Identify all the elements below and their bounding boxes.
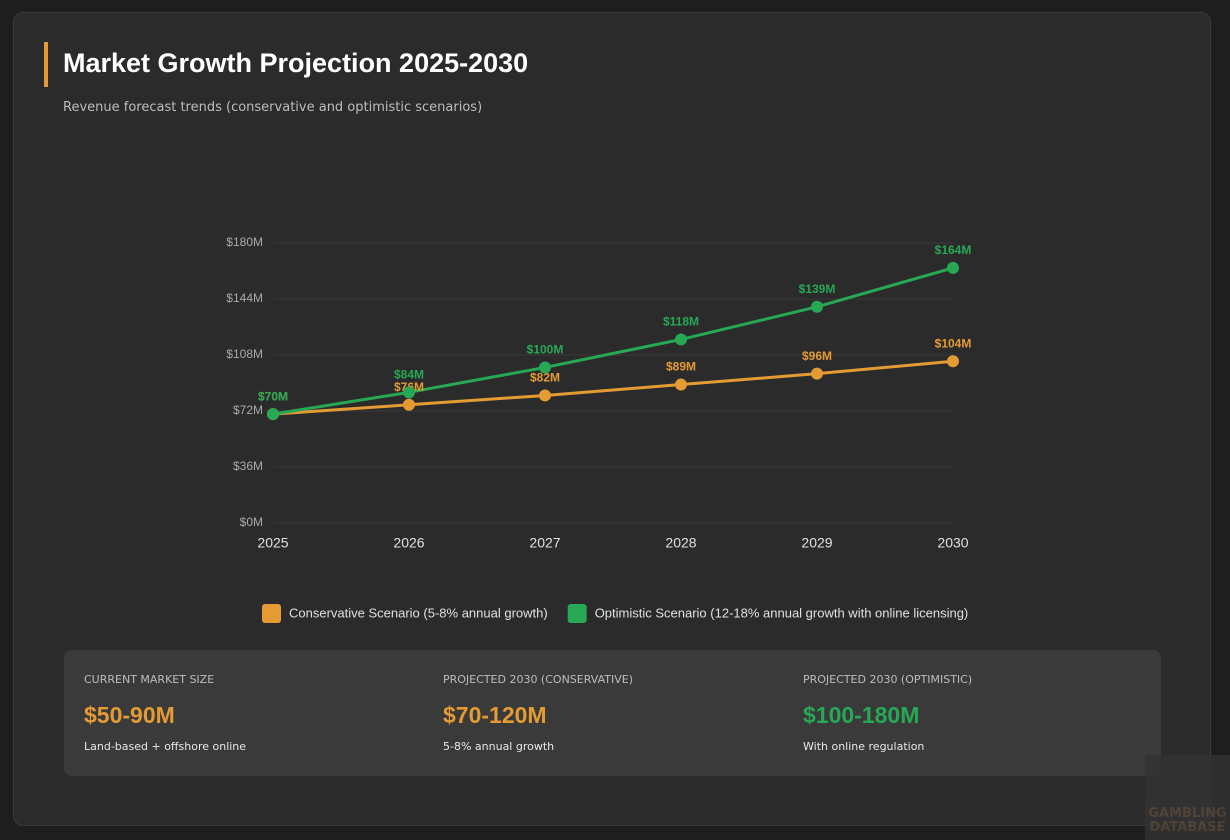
data-point — [403, 398, 415, 411]
series-line — [272, 266, 954, 416]
data-point — [811, 300, 823, 313]
x-tick-label: 2026 — [393, 535, 424, 551]
data-point — [267, 408, 279, 421]
watermark-text: GAMBLING — [1148, 806, 1227, 821]
data-point — [539, 389, 551, 402]
stat-value: $50-90M — [84, 702, 175, 728]
data-label: $70M — [258, 389, 288, 403]
stat-note: 5-8% annual growth — [443, 740, 555, 753]
data-label: $96M — [802, 349, 832, 363]
stat-note: With online regulation — [803, 740, 925, 753]
title: Market Growth Projection 2025-2030 — [63, 48, 529, 78]
data-point — [403, 386, 415, 399]
stat-value: $70-120M — [443, 702, 547, 728]
x-tick-label: 2028 — [665, 535, 696, 551]
legend-label: Conservative Scenario (5-8% annual growt… — [289, 605, 548, 620]
stat-value: $100-180M — [803, 702, 920, 728]
legend-label: Optimistic Scenario (12-18% annual growt… — [595, 605, 969, 620]
stats-panel: CURRENT MARKET SIZE $50-90M Land-based + o… — [64, 650, 1161, 776]
stat-label: PROJECTED 2030 (OPTIMISTIC) — [803, 673, 973, 686]
data-point — [675, 333, 687, 346]
y-tick-label: $36M — [233, 459, 263, 473]
data-label: $118M — [663, 315, 699, 329]
stat-note: Land-based + offshore online — [84, 740, 247, 753]
x-tick-label: 2027 — [529, 535, 560, 551]
watermark-text: DATABASE — [1149, 820, 1226, 835]
data-label: $70M — [258, 389, 288, 403]
x-tick-label: 2030 — [937, 535, 968, 551]
data-point — [675, 378, 687, 391]
stat-label: CURRENT MARKET SIZE — [84, 673, 215, 686]
y-tick-label: $108M — [226, 347, 263, 361]
title-accent — [44, 42, 48, 87]
series-line — [272, 359, 954, 416]
data-label: $139M — [799, 282, 836, 296]
data-point — [539, 361, 551, 374]
data-point — [811, 367, 823, 380]
y-tick-label: $0M — [240, 515, 263, 529]
data-label: $84M — [394, 368, 424, 382]
y-tick-label: $144M — [226, 291, 263, 305]
data-label: $100M — [527, 343, 564, 357]
data-label: $104M — [935, 336, 972, 350]
x-tick-label: 2025 — [257, 535, 288, 551]
watermark: GAMBLING DATABASE — [1145, 755, 1230, 840]
legend-swatch — [567, 604, 587, 623]
legend-swatch — [262, 604, 281, 623]
x-tick-label: 2029 — [801, 535, 832, 551]
data-label: $82M — [530, 371, 560, 385]
y-tick-label: $180M — [226, 235, 263, 249]
stat-label: PROJECTED 2030 (CONSERVATIVE) — [443, 673, 633, 686]
data-label: $164M — [935, 243, 972, 257]
y-tick-label: $72M — [233, 403, 263, 417]
data-point — [947, 355, 959, 368]
data-label: $89M — [666, 360, 696, 374]
data-point — [947, 261, 959, 274]
subtitle: Revenue forecast trends (conservative an… — [63, 100, 483, 115]
